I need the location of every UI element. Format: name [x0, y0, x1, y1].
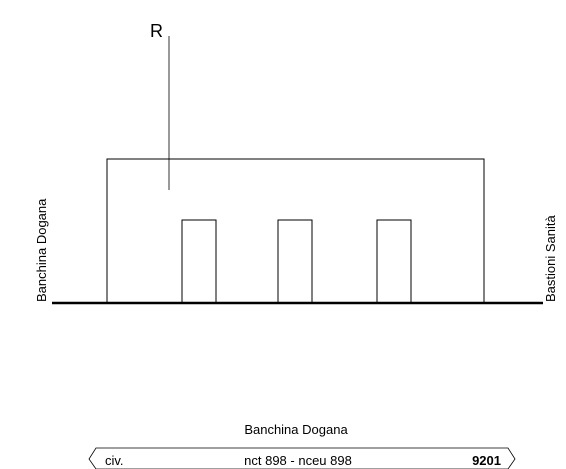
footer-number: 9201	[472, 453, 501, 468]
footer-civ-label: civ.	[105, 453, 124, 468]
door-opening-3	[376, 219, 412, 304]
door-opening-2	[277, 219, 313, 304]
footer-cadastral-ref: nct 898 - nceu 898	[244, 453, 352, 468]
door-opening-1	[181, 219, 217, 304]
footer-street-name: Banchina Dogana	[244, 422, 348, 437]
left-side-label: Banchina Dogana	[34, 198, 49, 302]
building-outline	[106, 158, 485, 304]
right-side-label: Bastioni Sanità	[543, 215, 558, 302]
marker-label: R	[150, 21, 163, 41]
footer-plate	[88, 447, 516, 469]
